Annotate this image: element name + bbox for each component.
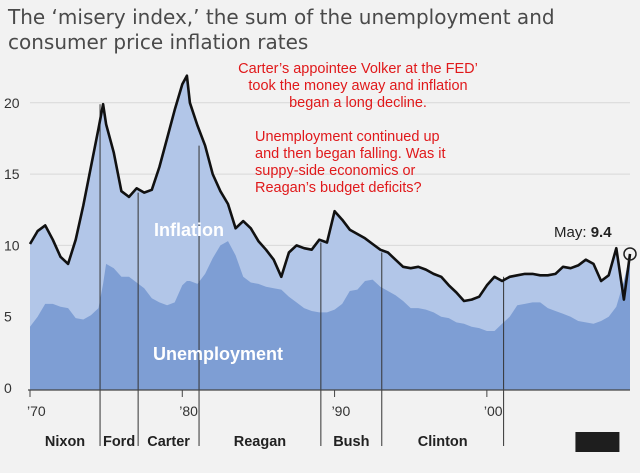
annotation-line: and then began falling. Was it <box>255 146 446 162</box>
presidency-label: Reagan <box>234 434 286 450</box>
x-tick-label: ’90 <box>332 403 351 419</box>
redacted-label-block <box>575 432 620 452</box>
x-tick-label: ’80 <box>179 403 198 419</box>
annotation-volcker: Carter’s appointee Volker at the FED’ to… <box>208 61 508 112</box>
presidency-label: Bush <box>333 434 369 450</box>
presidency-dividers <box>99 104 505 446</box>
inflation-label: Inflation <box>154 220 224 240</box>
callout-circle <box>623 247 637 261</box>
misery-index-line <box>28 74 632 303</box>
x-tick-label: ’70 <box>27 403 46 419</box>
y-tick-label: 0 <box>4 380 12 396</box>
annotation-line: Reagan’s budget deficits? <box>255 180 422 196</box>
unemployment-area <box>30 241 630 390</box>
callout-label: May: 9.4 <box>554 224 612 241</box>
y-tick-label: 20 <box>4 95 20 111</box>
presidency-label: Ford <box>103 434 135 450</box>
chart-lines <box>28 74 632 391</box>
presidency-label: Carter <box>147 434 190 450</box>
annotation-line: Unemployment continued up <box>255 129 440 145</box>
title-line-2: consumer price inflation rates <box>8 30 309 54</box>
annotation-line: Carter’s appointee Volker at the FED’ <box>238 61 478 77</box>
x-tick-label: ’00 <box>484 403 503 419</box>
annotation-line: took the money away and inflation <box>248 78 468 94</box>
title-line-1: The ‘misery index,’ the sum of the unemp… <box>8 5 555 29</box>
y-tick-label: 15 <box>4 166 20 182</box>
annotation-line: began a long decline. <box>289 95 427 111</box>
unemployment-label: Unemployment <box>153 344 283 364</box>
presidency-label: Clinton <box>418 434 468 450</box>
callout-value: 9.4 <box>591 224 613 241</box>
presidency-label: Nixon <box>45 434 85 450</box>
annotation-unemployment: Unemployment continued up and then began… <box>255 129 495 197</box>
chart-labels: 0 5 10 15 20 ’70 ’80 ’90 ’00 Nixon Ford Carter Reaga… <box>4 95 637 452</box>
annotation-line: suppy-side economics or <box>255 163 416 179</box>
y-tick-label: 5 <box>4 309 12 325</box>
y-tick-label: 10 <box>4 237 20 253</box>
chart-title: The ‘misery index,’ the sum of the unemp… <box>8 5 608 55</box>
